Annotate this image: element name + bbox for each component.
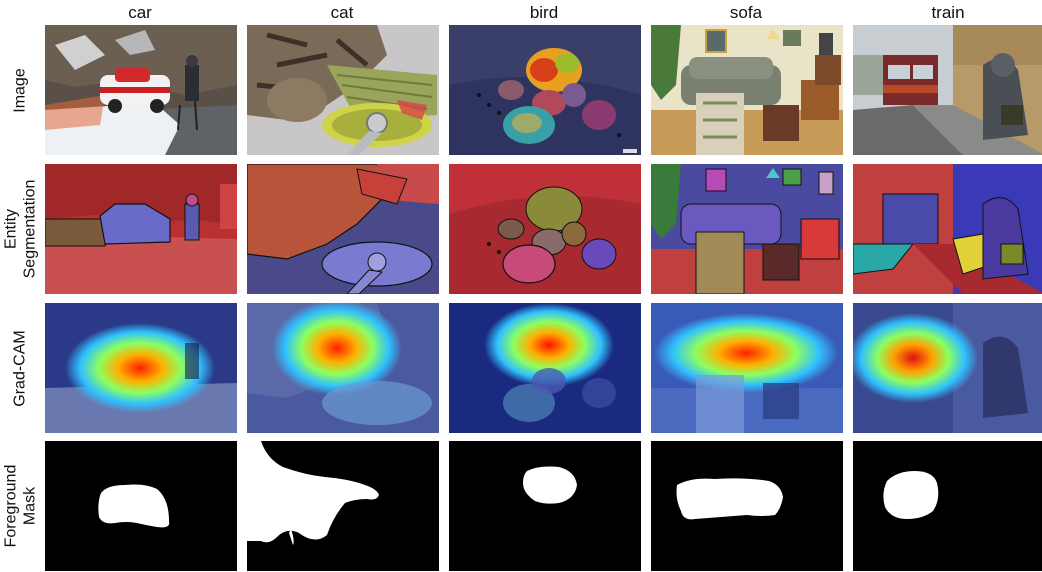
row-label-entity-line2: Segmentation [21, 179, 39, 279]
column-label-sofa: sofa [729, 3, 763, 22]
grad-cam-car [45, 303, 237, 433]
row-label-mask-line1: Foreground [2, 464, 19, 548]
foreground-mask-sofa [651, 441, 843, 571]
row-label-entity-line1: Entity [2, 208, 20, 250]
image-sofa [651, 25, 843, 155]
foreground-mask-cat [247, 441, 439, 571]
grad-cam-cat [247, 303, 439, 433]
row-label-grad-cam: Grad-CAM [0, 303, 40, 433]
image-bird [449, 25, 641, 155]
entity-seg-bird [449, 164, 641, 294]
entity-seg-car [45, 164, 237, 294]
row-label-foreground-mask: Foreground Mask [0, 441, 40, 571]
column-label-bird: bird [529, 3, 559, 22]
grad-cam-sofa [651, 303, 843, 433]
foreground-mask-train [853, 441, 1042, 571]
entity-seg-sofa [651, 164, 843, 294]
row-label-image-line1: Image [11, 67, 29, 113]
image-car [45, 25, 237, 155]
column-label-train: train [931, 3, 965, 22]
foreground-mask-bird [449, 441, 641, 571]
grad-cam-train [853, 303, 1042, 433]
row-label-entity-segmentation: Entity Segmentation [0, 164, 40, 294]
column-label-car: car [128, 3, 152, 22]
row-label-mask-line2: Mask [21, 486, 38, 526]
image-train [853, 25, 1042, 155]
row-label-image: Image [0, 25, 40, 155]
column-label-cat: cat [330, 3, 354, 22]
image-cat [247, 25, 439, 155]
grad-cam-bird [449, 303, 641, 433]
entity-seg-train [853, 164, 1042, 294]
entity-seg-cat [247, 164, 439, 294]
row-label-gradcam-line1: Grad-CAM [11, 329, 29, 407]
foreground-mask-car [45, 441, 237, 571]
